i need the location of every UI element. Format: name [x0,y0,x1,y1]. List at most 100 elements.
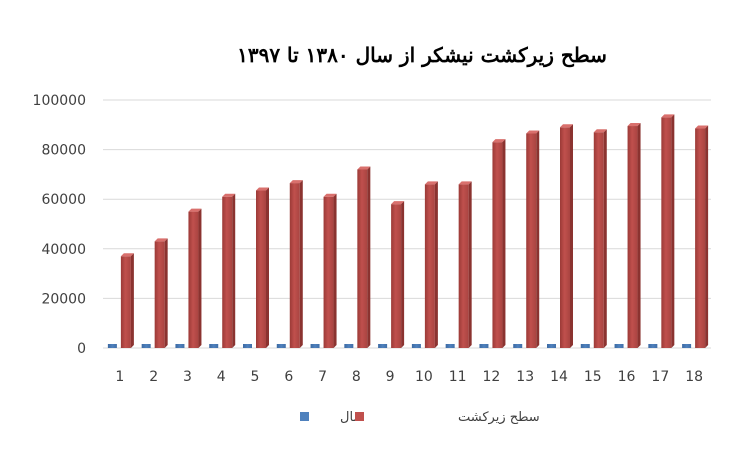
bar-top-9 [391,201,405,205]
bar-area-15 [593,132,604,348]
x-tick-label: 3 [183,369,192,385]
bar-top-14 [560,124,573,128]
bar-sal-11 [445,344,455,348]
x-tick-label: 12 [483,369,501,385]
bar-sal-6 [276,344,286,348]
x-tick-label: 8 [352,369,361,385]
bar-area-5 [256,190,266,348]
bar-sal-14 [547,344,556,348]
bar-side-15 [603,129,607,348]
bar-area-8 [357,169,368,348]
legend: سال سطح زیرکشت [300,410,540,425]
bar-sal-5 [243,344,252,348]
y-tick-label: 80000 [41,143,86,159]
x-tick-label: 17 [651,369,669,385]
bar-area-9 [391,204,402,348]
bar-area-6 [289,183,300,348]
bar-sal-16 [614,344,624,348]
bar-side-8 [367,166,371,348]
bar-top-2 [154,238,168,242]
bar-sal-17 [648,344,658,348]
bars [107,114,709,349]
bar-sal-9 [378,344,388,348]
bar-sal-7 [310,344,320,348]
y-tick-label: 100000 [33,93,86,109]
bar-side-4 [232,193,236,348]
x-tick-label: 7 [318,369,327,385]
legend-swatch-sal [300,412,309,421]
bar-side-6 [299,180,303,348]
bar-area-12 [492,142,503,348]
bar-side-16 [637,123,641,348]
bar-side-1 [130,253,134,348]
bar-top-8 [357,166,371,170]
bar-top-10 [424,181,438,185]
bar-sal-10 [411,344,421,348]
x-tick-label: 11 [449,369,467,385]
bar-area-11 [458,184,469,348]
bar-area-16 [627,126,638,348]
bar-side-13 [536,130,540,348]
y-tick-label: 0 [77,341,86,357]
bar-area-18 [695,128,706,348]
bar-sal-8 [344,344,354,348]
bar-area-4 [222,196,233,348]
x-tick-label: 5 [251,369,260,385]
bar-top-18 [695,125,709,129]
x-tick-label: 14 [550,369,568,385]
bar-sal-13 [513,344,523,348]
bar-side-11 [468,181,472,348]
bar-side-5 [266,187,269,348]
bar-top-17 [661,114,675,118]
legend-swatch-area [355,412,364,421]
bar-area-10 [424,184,435,348]
bar-top-11 [458,181,472,185]
bar-top-7 [323,193,337,197]
x-tick-label: 9 [386,369,395,385]
bar-side-3 [198,208,202,348]
bar-top-1 [120,253,134,257]
bar-top-3 [188,208,202,212]
bar-sal-4 [209,344,219,348]
bar-side-12 [502,139,506,348]
x-tick-label: 13 [516,369,534,385]
bar-top-5 [256,187,269,191]
y-tick-label: 40000 [41,242,86,258]
bar-sal-1 [107,344,117,348]
y-tick-label: 60000 [41,192,86,208]
x-tick-label: 10 [415,369,433,385]
bar-area-2 [154,241,165,348]
bar-top-16 [627,123,641,127]
legend-label-area: سطح زیرکشت [458,410,540,425]
bar-area-17 [661,117,672,348]
bar-top-12 [492,139,506,143]
bar-side-10 [434,181,438,348]
gridlines [103,99,711,349]
x-tick-label: 4 [217,369,226,385]
bar-side-9 [401,201,405,348]
x-axis-ticks: 1 2 3 4 5 6 7 8 9 10 11 12 13 14 15 16 17 18 [115,369,703,385]
bar-sal-12 [479,344,489,348]
bar-sal-3 [175,344,185,348]
bar-sal-15 [580,344,590,348]
bar-side-14 [570,124,573,348]
bar-area-14 [560,127,570,348]
x-tick-label: 1 [115,369,124,385]
bar-side-2 [164,238,168,348]
bar-side-7 [333,193,337,348]
bar-top-4 [222,193,236,197]
bar-area-7 [323,196,334,348]
bar-side-17 [671,114,675,348]
x-tick-label: 16 [618,369,636,385]
bar-area-13 [526,133,537,348]
x-tick-label: 15 [584,369,602,385]
chart-title: سطح زیرکشت نیشکر از سال ۱۳۸۰ تا ۱۳۹۷ [237,43,607,68]
bar-top-13 [526,130,540,134]
y-tick-label: 20000 [41,291,86,307]
bar-top-15 [593,129,607,133]
bar-top-6 [289,180,303,184]
bar-area-1 [120,256,131,348]
x-tick-label: 6 [284,369,293,385]
